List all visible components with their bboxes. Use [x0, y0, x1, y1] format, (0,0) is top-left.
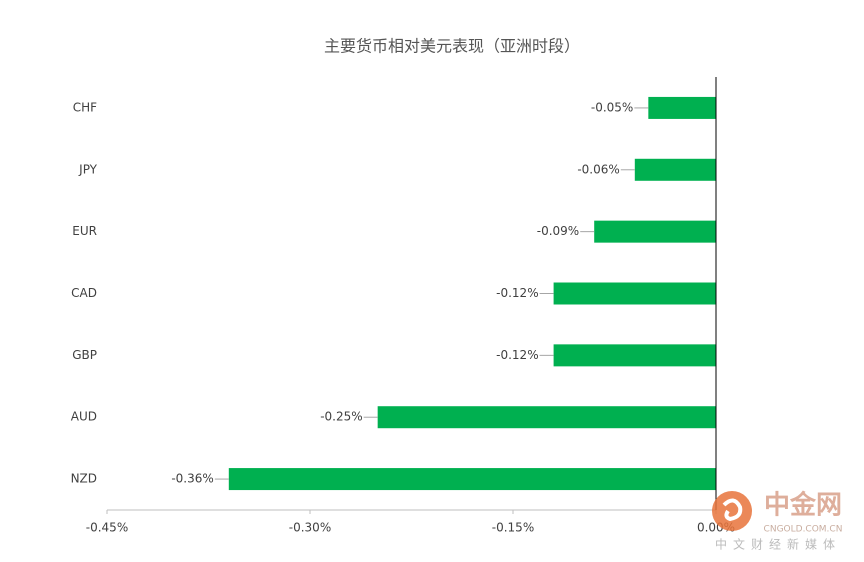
x-tick-label: -0.30% [289, 521, 331, 535]
bar [553, 282, 716, 305]
watermark: 中金网 CNGOLD.COM.CN 中文财经新媒体 [712, 490, 842, 552]
value-label: -0.09% [537, 224, 579, 238]
bar [634, 158, 716, 181]
bar [594, 220, 716, 243]
value-label: -0.12% [496, 348, 538, 362]
x-tick-label: -0.15% [492, 521, 534, 535]
bar [648, 96, 716, 119]
y-tick-label: EUR [72, 224, 97, 238]
value-label: -0.05% [591, 100, 633, 114]
y-tick-label: CAD [71, 286, 97, 300]
y-tick-label: JPY [78, 162, 98, 176]
logo-domain: CNGOLD.COM.CN [764, 525, 843, 535]
value-label: -0.06% [577, 162, 619, 176]
y-tick-label: NZD [71, 472, 97, 486]
value-label: -0.12% [496, 286, 538, 300]
logo-icon [712, 491, 752, 531]
value-label: -0.25% [320, 410, 362, 424]
logo-name: 中金网 [764, 490, 842, 521]
y-tick-label: CHF [73, 100, 97, 114]
bar [377, 406, 716, 429]
value-label: -0.36% [171, 472, 213, 486]
logo-swirl [722, 498, 743, 522]
x-tick-label: -0.45% [86, 521, 128, 535]
bar [553, 344, 716, 367]
bar [228, 468, 717, 491]
chart-title: 主要货币相对美元表现（亚洲时段） [324, 37, 580, 56]
logo-slogan: 中文财经新媒体 [715, 537, 841, 552]
y-tick-label: AUD [71, 410, 97, 424]
y-tick-label: GBP [72, 348, 97, 362]
